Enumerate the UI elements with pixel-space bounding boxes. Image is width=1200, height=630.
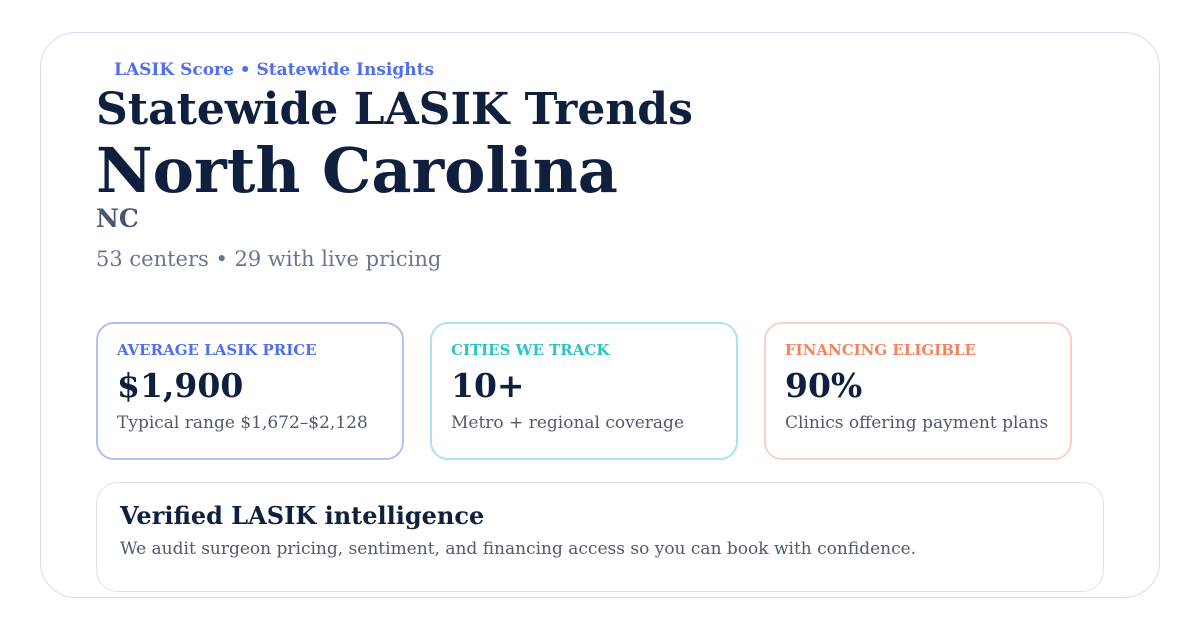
stat-note: Typical range $1,672–$2,128 — [117, 413, 368, 433]
stat-label: CITIES WE TRACK — [451, 341, 610, 359]
stat-value: 10+ — [451, 366, 525, 405]
state-abbreviation: NC — [96, 204, 139, 233]
stat-label: FINANCING ELIGIBLE — [785, 341, 976, 359]
stat-note: Metro + regional coverage — [451, 413, 685, 433]
stat-label: AVERAGE LASIK PRICE — [117, 341, 317, 359]
stat-card: CITIES WE TRACK 10+ Metro + regional cov… — [430, 322, 738, 460]
title: Statewide LASIK Trends — [96, 84, 693, 135]
footer-text: We audit surgeon pricing, sentiment, and… — [120, 539, 917, 559]
stat-note: Clinics offering payment plans — [785, 413, 1049, 433]
stat-card: FINANCING ELIGIBLE 90% Clinics offering … — [764, 322, 1072, 460]
subtitle: 53 centers • 29 with live pricing — [96, 247, 442, 271]
stat-card: AVERAGE LASIK PRICE $1,900 Typical range… — [96, 322, 404, 460]
stat-value: 90% — [785, 366, 863, 405]
footer-heading: Verified LASIK intelligence — [120, 501, 485, 530]
stat-value: $1,900 — [117, 366, 244, 405]
state-name: North Carolina — [96, 134, 618, 207]
footer-card: Verified LASIK intelligence We audit sur… — [96, 482, 1104, 592]
eyebrow: LASIK Score • Statewide Insights — [114, 60, 435, 80]
